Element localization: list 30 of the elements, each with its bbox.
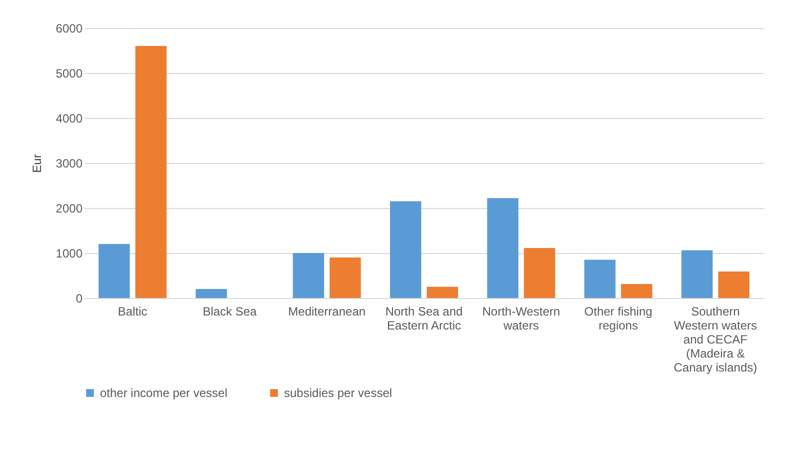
legend-label: other income per vessel <box>100 386 228 400</box>
legend-label: subsidies per vessel <box>284 386 392 400</box>
bar <box>330 258 361 298</box>
y-tick-label: 4000 <box>56 112 83 126</box>
bar <box>584 260 616 298</box>
x-tick-label: North Sea and Eastern Arctic <box>385 304 463 332</box>
y-tick-label: 5000 <box>56 66 83 80</box>
bar <box>292 253 324 298</box>
bar <box>390 201 422 298</box>
y-tick-label: 1000 <box>56 246 83 260</box>
x-tick-label: Southern Western waters and CECAF (Madeira & Canary islands) <box>674 304 758 374</box>
x-tick-label: Mediterranean <box>288 304 366 318</box>
x-tick-label: Other fishing regions <box>584 304 652 332</box>
bar <box>681 250 713 298</box>
x-tick-label: Baltic <box>118 304 148 318</box>
bar <box>718 271 750 298</box>
bar <box>196 289 227 298</box>
bar <box>621 284 652 298</box>
y-tick-label: 2000 <box>56 202 83 216</box>
bar <box>487 198 518 298</box>
y-tick-label: 3000 <box>56 156 83 170</box>
bar <box>98 244 130 298</box>
y-tick-label: 6000 <box>56 22 83 36</box>
bar <box>426 286 458 298</box>
bar <box>524 248 556 298</box>
bar <box>135 46 167 298</box>
y-axis-title: Eur <box>30 154 44 173</box>
x-tick-label: Black Sea <box>202 304 258 318</box>
y-tick-label: 0 <box>76 292 83 306</box>
x-tick-label: North-Western waters <box>482 304 560 332</box>
